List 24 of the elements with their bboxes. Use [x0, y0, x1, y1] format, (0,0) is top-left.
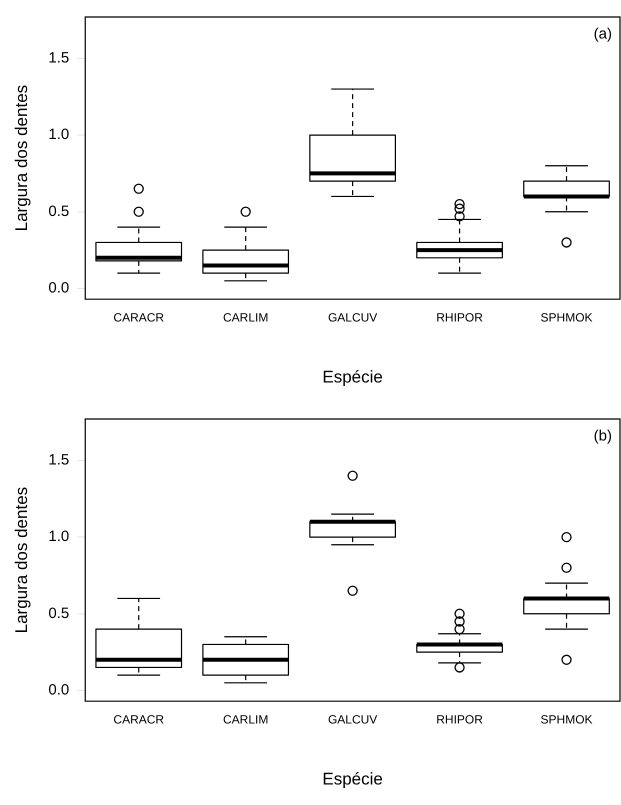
y-tick-label: 1.5 — [48, 452, 70, 469]
x-tick-label: SPHMOK — [540, 712, 593, 727]
x-tick-label: RHIPOR — [436, 310, 484, 325]
y-tick-label: 0.5 — [48, 202, 70, 220]
annotation: (b) — [594, 428, 612, 445]
x-tick-label: CARLIM — [223, 712, 268, 727]
y-axis-title: Largura dos dentes — [12, 486, 31, 634]
x-tick-label: CARACR — [113, 712, 164, 727]
x-tick-label: SPHMOK — [540, 310, 593, 325]
y-axis-title: Largura dos dentes — [12, 84, 31, 232]
x-axis-title: Espécie — [322, 367, 383, 386]
x-tick-label: CARLIM — [223, 310, 268, 325]
annotation: (a) — [594, 26, 612, 43]
x-tick-label: CARACR — [113, 310, 164, 325]
y-tick-label: 1.0 — [48, 126, 70, 144]
x-tick-label: GALCUV — [328, 310, 378, 325]
y-tick-label: 1.0 — [48, 528, 70, 546]
y-tick-label: 1.5 — [48, 50, 70, 67]
x-tick-label: RHIPOR — [436, 712, 484, 727]
x-tick-label: GALCUV — [328, 712, 378, 727]
y-tick-label: 0.0 — [48, 280, 70, 297]
y-tick-label: 0.0 — [48, 682, 70, 699]
x-axis-title: Espécie — [322, 769, 383, 788]
y-tick-label: 0.5 — [48, 604, 70, 622]
